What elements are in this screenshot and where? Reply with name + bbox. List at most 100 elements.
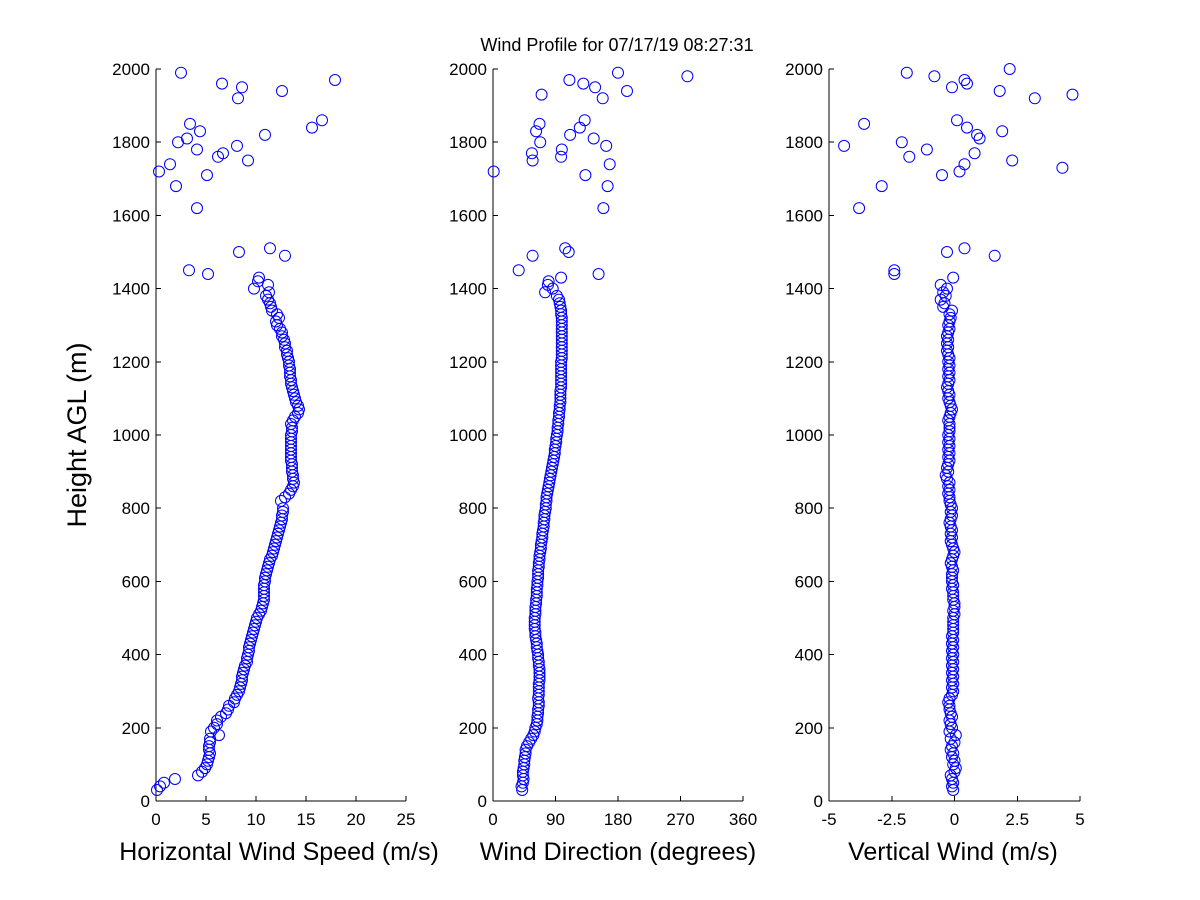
speed-points <box>151 66 341 796</box>
direction-x-tick-label: 180 <box>604 810 632 829</box>
vertical-data-point <box>949 729 962 742</box>
vertical-data-point <box>895 136 908 149</box>
direction-data-point <box>603 158 616 171</box>
speed-data-point <box>233 246 245 258</box>
vertical-data-point <box>1028 92 1041 105</box>
speed-y-tick-label: 2000 <box>112 60 150 79</box>
speed-x-tick-label: 10 <box>247 810 266 829</box>
vertical-y-tick-label: 200 <box>795 719 823 738</box>
speed-y-tick-label: 0 <box>141 792 150 811</box>
speed-data-point <box>306 121 318 134</box>
speed-data-point <box>248 623 260 635</box>
speed-data-point <box>279 341 291 354</box>
direction-data-point <box>562 246 575 258</box>
vertical-y-tick-label: 1000 <box>785 426 823 445</box>
speed-y-tick-label: 1400 <box>112 280 150 299</box>
direction-x-axis-label: Wind Direction (degrees) <box>480 838 757 866</box>
direction-x-tick-label: 0 <box>488 810 497 829</box>
vertical-data-point <box>937 286 950 299</box>
vertical-x-tick-label: -5 <box>821 810 836 829</box>
vertical-y-tick-label: 1600 <box>785 206 823 225</box>
vertical-data-point <box>948 736 961 749</box>
direction-data-point <box>528 725 541 738</box>
direction-data-point <box>533 117 546 130</box>
speed-y-tick-label: 600 <box>122 572 150 591</box>
speed-data-point <box>273 524 285 537</box>
speed-data-point <box>289 392 301 405</box>
speed-data-point <box>329 74 341 86</box>
speed-data-point <box>263 557 275 570</box>
vertical-data-point <box>961 121 973 134</box>
vertical-data-point <box>961 77 973 90</box>
vertical-data-point <box>973 132 986 145</box>
speed-data-point <box>279 249 291 262</box>
direction-y-tick-label: 1200 <box>449 353 487 372</box>
speed-data-point <box>275 494 287 507</box>
vertical-x-axis-label: Vertical Wind (m/s) <box>848 838 1058 866</box>
speed-data-point <box>287 385 299 398</box>
vertical-data-point <box>936 169 948 182</box>
speed-data-point <box>266 549 278 562</box>
speed-data-point <box>270 315 282 328</box>
vertical-y-tick-label: 1200 <box>785 353 823 372</box>
speed-data-point <box>175 66 187 79</box>
direction-data-point <box>681 70 694 83</box>
vertical-data-point <box>875 180 888 193</box>
direction-data-point <box>592 268 605 280</box>
vertical-x-tick-label: 2.5 <box>1005 810 1029 829</box>
direction-data-point <box>587 132 600 145</box>
vertical-y-tick-label: 400 <box>795 646 823 665</box>
vertical-panel: 0 200 400 600 800 1000 1200 1400 1600 1800 2000 -5 -… <box>785 60 1085 866</box>
speed-x-tick-label: 5 <box>201 810 210 829</box>
y-axis-label: Height AGL (m) <box>62 342 92 527</box>
speed-data-point <box>211 718 223 731</box>
direction-x-tick-label: 90 <box>546 810 565 829</box>
speed-y-tick-label: 1800 <box>112 133 150 152</box>
speed-data-point <box>279 491 291 504</box>
vertical-data-point <box>928 70 941 83</box>
speed-data-point <box>201 169 213 182</box>
direction-data-point <box>550 289 563 302</box>
direction-y-tick-label: 1000 <box>449 426 487 445</box>
speed-data-point <box>205 725 217 738</box>
speed-data-point <box>246 630 258 643</box>
vertical-data-point <box>943 714 956 727</box>
vertical-data-point <box>1006 154 1019 167</box>
direction-data-point <box>564 128 577 141</box>
speed-x-tick-label: 25 <box>397 810 416 829</box>
vertical-data-point <box>939 469 952 482</box>
speed-y-tick-label: 1000 <box>112 426 150 445</box>
direction-data-point <box>523 736 536 749</box>
vertical-x-tick-label: 5 <box>1075 810 1084 829</box>
direction-y-tick-label: 800 <box>459 499 487 518</box>
direction-y-tick-label: 1800 <box>449 133 487 152</box>
speed-data-point <box>263 286 275 299</box>
speed-data-point <box>260 568 272 581</box>
vertical-data-point <box>971 128 984 141</box>
vertical-data-point <box>946 740 958 753</box>
vertical-data-point <box>953 165 966 178</box>
vertical-data-point <box>934 278 947 291</box>
speed-data-point <box>257 597 269 610</box>
vertical-data-point <box>943 692 956 705</box>
speed-data-point <box>267 546 279 559</box>
direction-y-tick-label: 0 <box>478 792 487 811</box>
speed-data-point <box>201 758 213 771</box>
direction-data-point <box>554 300 567 313</box>
vertical-data-point <box>900 66 913 79</box>
speed-data-point <box>191 202 203 215</box>
direction-data-point <box>578 114 591 127</box>
vertical-data-point <box>946 81 958 94</box>
speed-data-point <box>248 282 260 295</box>
speed-data-point <box>153 165 165 178</box>
speed-data-point <box>202 268 214 280</box>
speed-data-point <box>261 564 273 577</box>
speed-data-point <box>238 663 250 676</box>
speed-data-point <box>211 714 223 727</box>
speed-data-point <box>222 703 234 716</box>
vertical-y-tick-label: 1400 <box>785 280 823 299</box>
direction-points <box>487 66 694 796</box>
speed-data-point <box>191 143 203 156</box>
speed-data-point <box>249 619 261 632</box>
